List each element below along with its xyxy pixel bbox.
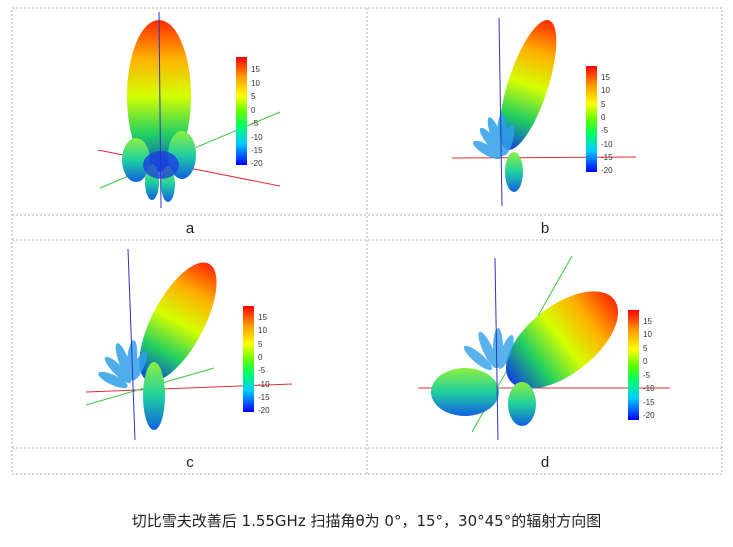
colorbar-tick: 0 [601,113,606,122]
axis-z-line [498,17,503,207]
figure-grid [11,7,723,475]
colorbar-tick: -15 [643,398,655,407]
axis-x-line [85,383,293,393]
main-lobe [122,20,196,202]
colorbar-tick: -5 [643,371,651,380]
colorbar-ticks: 15 10 5 0 -5 -10 -15 -20 [601,73,613,175]
colorbar-tick: -10 [601,140,613,149]
colorbar-tick: -15 [251,146,263,155]
main-lobe [431,291,619,426]
colorbar-ticks: 15 10 5 0 -5 -10 -15 -20 [643,317,655,420]
colorbar-tick: 10 [251,79,260,88]
colorbar-ticks: 15 10 5 0 -5 -10 -15 -20 [251,65,263,168]
axis-z-line [127,248,136,441]
colorbar-tick: 15 [258,313,267,322]
colorbar-tick: 10 [601,86,610,95]
main-lobe [472,20,557,192]
colorbar-tick: -10 [643,384,655,393]
colorbar-tick: -20 [258,406,270,415]
colorbar-tick: -5 [251,119,259,128]
colorbar-tick: 5 [601,100,606,109]
colorbar [586,66,597,172]
colorbar-tick: 5 [251,92,256,101]
panel-a: 15 10 5 0 -5 -10 -15 -20 a [97,11,281,237]
colorbar-tick: -10 [258,380,270,389]
panel-label: d [541,454,549,471]
panel-label: c [186,454,194,471]
colorbar-tick: 0 [643,357,648,366]
panel-label: b [541,220,549,237]
colorbar-tick: -5 [601,126,609,135]
colorbar [243,306,254,412]
colorbar [236,57,247,165]
colorbar-tick: 10 [258,326,267,335]
colorbar-tick: -15 [601,153,613,162]
colorbar-tick: -20 [643,411,655,420]
colorbar-tick: 10 [643,330,652,339]
colorbar-tick: 15 [643,317,652,326]
colorbar-tick: -15 [258,393,270,402]
colorbar-tick: -20 [601,166,613,175]
axis-x-line [451,156,637,159]
panel-d: 15 10 5 0 -5 -10 -15 -20 d [418,255,670,471]
colorbar-tick: 5 [643,344,648,353]
panel-c: 15 10 5 0 -5 -10 -15 -20 c [85,248,293,471]
axis-z-line [158,11,162,209]
panel-b: 15 10 5 0 -5 -10 -15 -20 b [451,17,637,237]
colorbar-tick: 15 [601,73,610,82]
colorbar-tick: 0 [258,353,263,362]
colorbar [628,310,639,420]
colorbar-tick: 5 [258,340,263,349]
colorbar-tick: 0 [251,106,256,115]
panel-label: a [186,220,195,237]
colorbar-tick: -10 [251,133,263,142]
colorbar-tick: 15 [251,65,260,74]
axis-z-line [494,257,499,441]
colorbar-ticks: 15 10 5 0 -5 -10 -15 -20 [258,313,270,415]
colorbar-tick: -5 [258,366,266,375]
colorbar-tick: -20 [251,159,263,168]
main-lobe [98,262,217,430]
figure-caption: 切比雪夫改善后 1.55GHz 扫描角θ为 0°，15°，30°45°的辐射方向… [131,512,602,530]
